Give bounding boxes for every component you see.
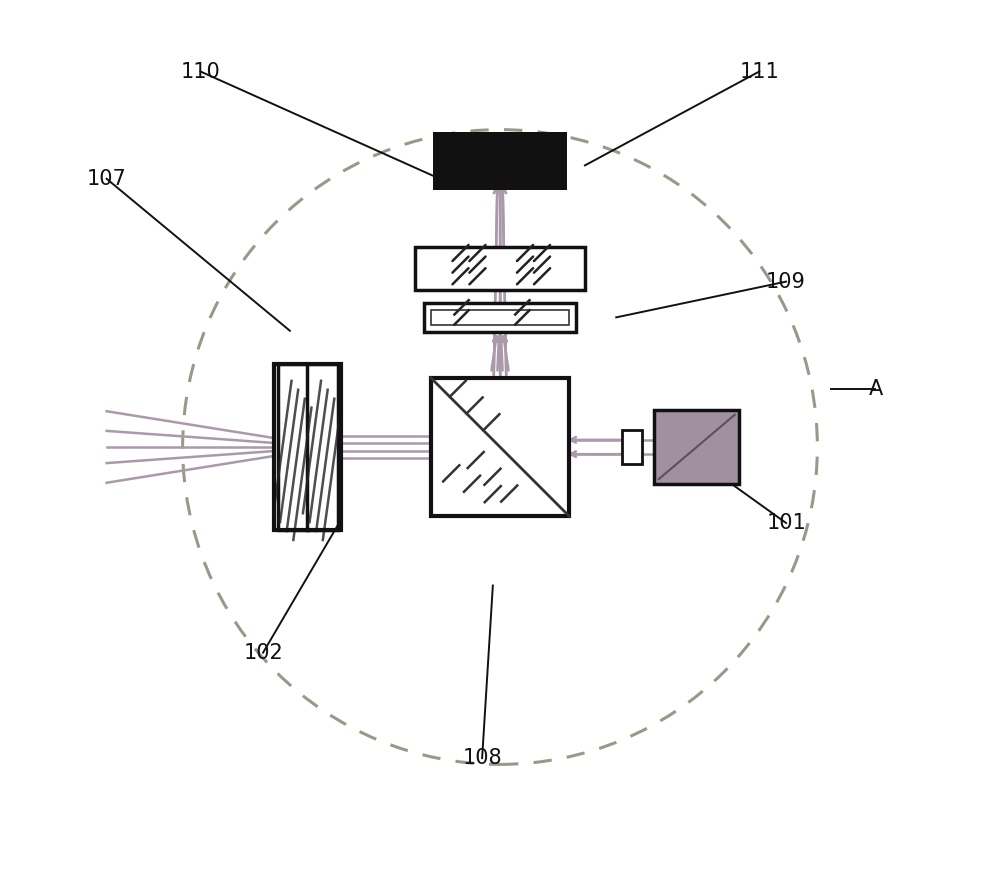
Bar [278,365,308,529]
Text: 101: 101 [766,513,806,533]
Text: 110: 110 [181,62,220,81]
Text: A: A [868,379,883,399]
Bar [415,247,585,290]
Bar [307,365,338,529]
Text: 108: 108 [462,748,502,768]
Bar [433,132,567,190]
Text: 109: 109 [766,272,806,291]
Bar [622,430,642,464]
Text: 107: 107 [87,169,127,189]
Text: 102: 102 [243,643,283,662]
Bar [424,303,576,332]
Bar [654,410,739,484]
Bar [431,378,569,517]
Bar [431,310,569,325]
Text: 111: 111 [739,62,779,81]
Bar [274,365,341,529]
